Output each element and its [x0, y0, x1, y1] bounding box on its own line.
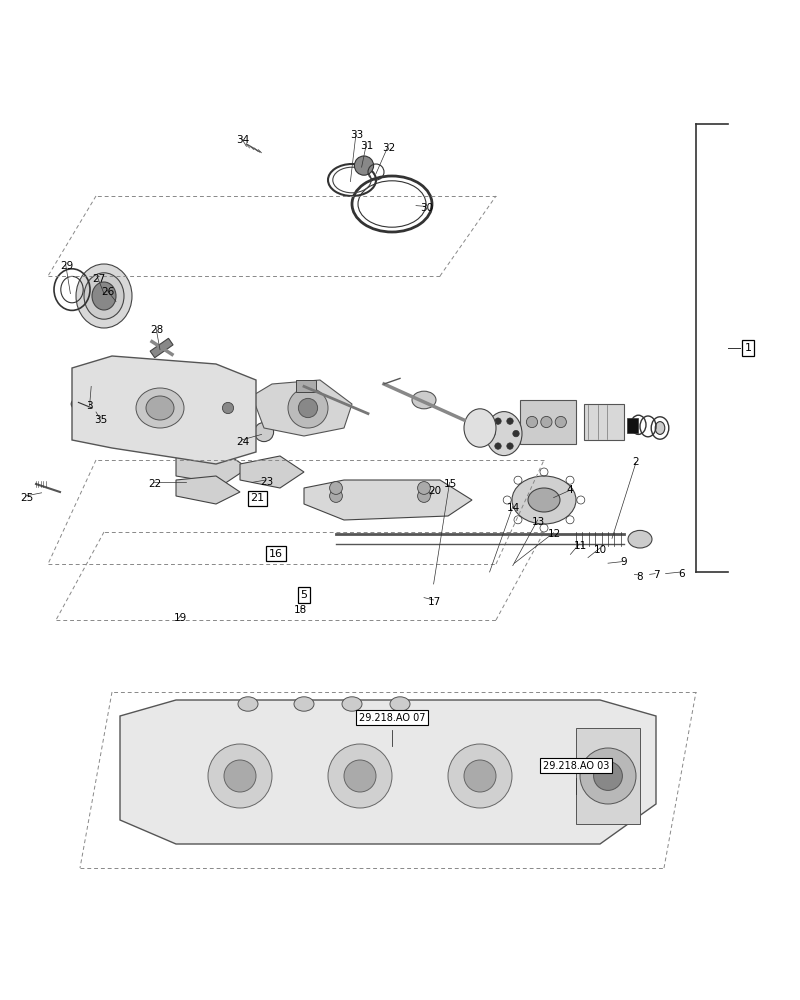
Text: 21: 21 — [250, 493, 265, 503]
Ellipse shape — [528, 488, 560, 512]
Ellipse shape — [136, 388, 184, 428]
Circle shape — [354, 156, 374, 175]
Ellipse shape — [82, 377, 102, 391]
Bar — [584, 404, 624, 440]
Bar — [627, 418, 638, 433]
Text: 23: 23 — [260, 477, 273, 487]
Polygon shape — [72, 356, 256, 464]
Circle shape — [489, 430, 495, 437]
Circle shape — [288, 388, 328, 428]
Text: 9: 9 — [620, 557, 626, 567]
Circle shape — [507, 418, 514, 424]
Ellipse shape — [412, 391, 436, 409]
Circle shape — [507, 443, 514, 449]
Text: 3: 3 — [86, 401, 93, 411]
Ellipse shape — [628, 530, 652, 548]
Text: 33: 33 — [350, 130, 363, 140]
Circle shape — [330, 482, 342, 494]
Text: 15: 15 — [444, 479, 457, 489]
Text: 10: 10 — [594, 545, 607, 555]
Circle shape — [328, 744, 392, 808]
Text: 1: 1 — [745, 343, 751, 353]
Text: 22: 22 — [148, 479, 161, 489]
Circle shape — [90, 404, 102, 417]
Text: 11: 11 — [574, 541, 586, 551]
Ellipse shape — [512, 476, 576, 524]
Circle shape — [222, 402, 234, 414]
Bar — [174, 371, 190, 382]
Circle shape — [418, 482, 430, 494]
Ellipse shape — [146, 396, 174, 420]
Ellipse shape — [76, 264, 132, 328]
Text: 27: 27 — [92, 274, 105, 284]
Polygon shape — [240, 456, 304, 488]
Ellipse shape — [238, 697, 258, 711]
Circle shape — [448, 744, 512, 808]
Text: 30: 30 — [420, 203, 433, 213]
Text: 35: 35 — [94, 415, 107, 425]
Text: 32: 32 — [382, 143, 395, 153]
Bar — [520, 400, 576, 444]
Text: 24: 24 — [236, 437, 249, 447]
Ellipse shape — [390, 697, 410, 711]
Text: 28: 28 — [150, 325, 163, 335]
Text: 14: 14 — [507, 503, 520, 513]
Polygon shape — [176, 476, 240, 504]
Circle shape — [594, 762, 622, 790]
Text: 31: 31 — [361, 141, 374, 151]
Circle shape — [344, 760, 376, 792]
Circle shape — [494, 443, 501, 449]
Polygon shape — [176, 452, 248, 484]
Ellipse shape — [464, 409, 496, 447]
Text: 18: 18 — [294, 605, 307, 615]
Text: 5: 5 — [301, 590, 307, 600]
Circle shape — [494, 418, 501, 424]
Text: 17: 17 — [428, 597, 441, 607]
Ellipse shape — [92, 282, 116, 310]
Text: 2: 2 — [633, 457, 639, 467]
Text: 8: 8 — [637, 572, 643, 582]
Text: 13: 13 — [532, 517, 545, 527]
Text: 29: 29 — [60, 261, 73, 271]
Ellipse shape — [294, 697, 314, 711]
Text: 34: 34 — [236, 135, 249, 145]
Ellipse shape — [655, 422, 665, 434]
Polygon shape — [252, 380, 352, 436]
Ellipse shape — [84, 273, 124, 319]
Circle shape — [464, 760, 496, 792]
Bar — [296, 380, 316, 392]
Circle shape — [526, 416, 538, 428]
Text: 19: 19 — [174, 613, 187, 623]
Circle shape — [418, 490, 430, 502]
Circle shape — [580, 748, 636, 804]
Bar — [576, 728, 640, 824]
Circle shape — [513, 430, 519, 437]
Text: 4: 4 — [566, 485, 573, 495]
Ellipse shape — [486, 412, 522, 456]
Circle shape — [298, 398, 318, 418]
Polygon shape — [304, 480, 472, 520]
Circle shape — [71, 399, 81, 409]
Text: 12: 12 — [548, 529, 561, 539]
Circle shape — [208, 744, 272, 808]
Circle shape — [254, 422, 274, 442]
Circle shape — [555, 416, 566, 428]
Text: 16: 16 — [269, 549, 283, 559]
Text: 26: 26 — [102, 287, 114, 297]
Circle shape — [224, 760, 256, 792]
Text: 7: 7 — [653, 570, 659, 580]
Ellipse shape — [342, 697, 362, 711]
Text: 29.218.AO 07: 29.218.AO 07 — [358, 713, 426, 723]
Text: 25: 25 — [20, 493, 33, 503]
Text: 20: 20 — [428, 486, 441, 496]
Circle shape — [330, 490, 342, 502]
Text: 6: 6 — [678, 569, 685, 579]
Polygon shape — [150, 338, 173, 358]
Text: 29.218.AO 03: 29.218.AO 03 — [543, 761, 609, 771]
Circle shape — [541, 416, 552, 428]
Polygon shape — [120, 700, 656, 844]
